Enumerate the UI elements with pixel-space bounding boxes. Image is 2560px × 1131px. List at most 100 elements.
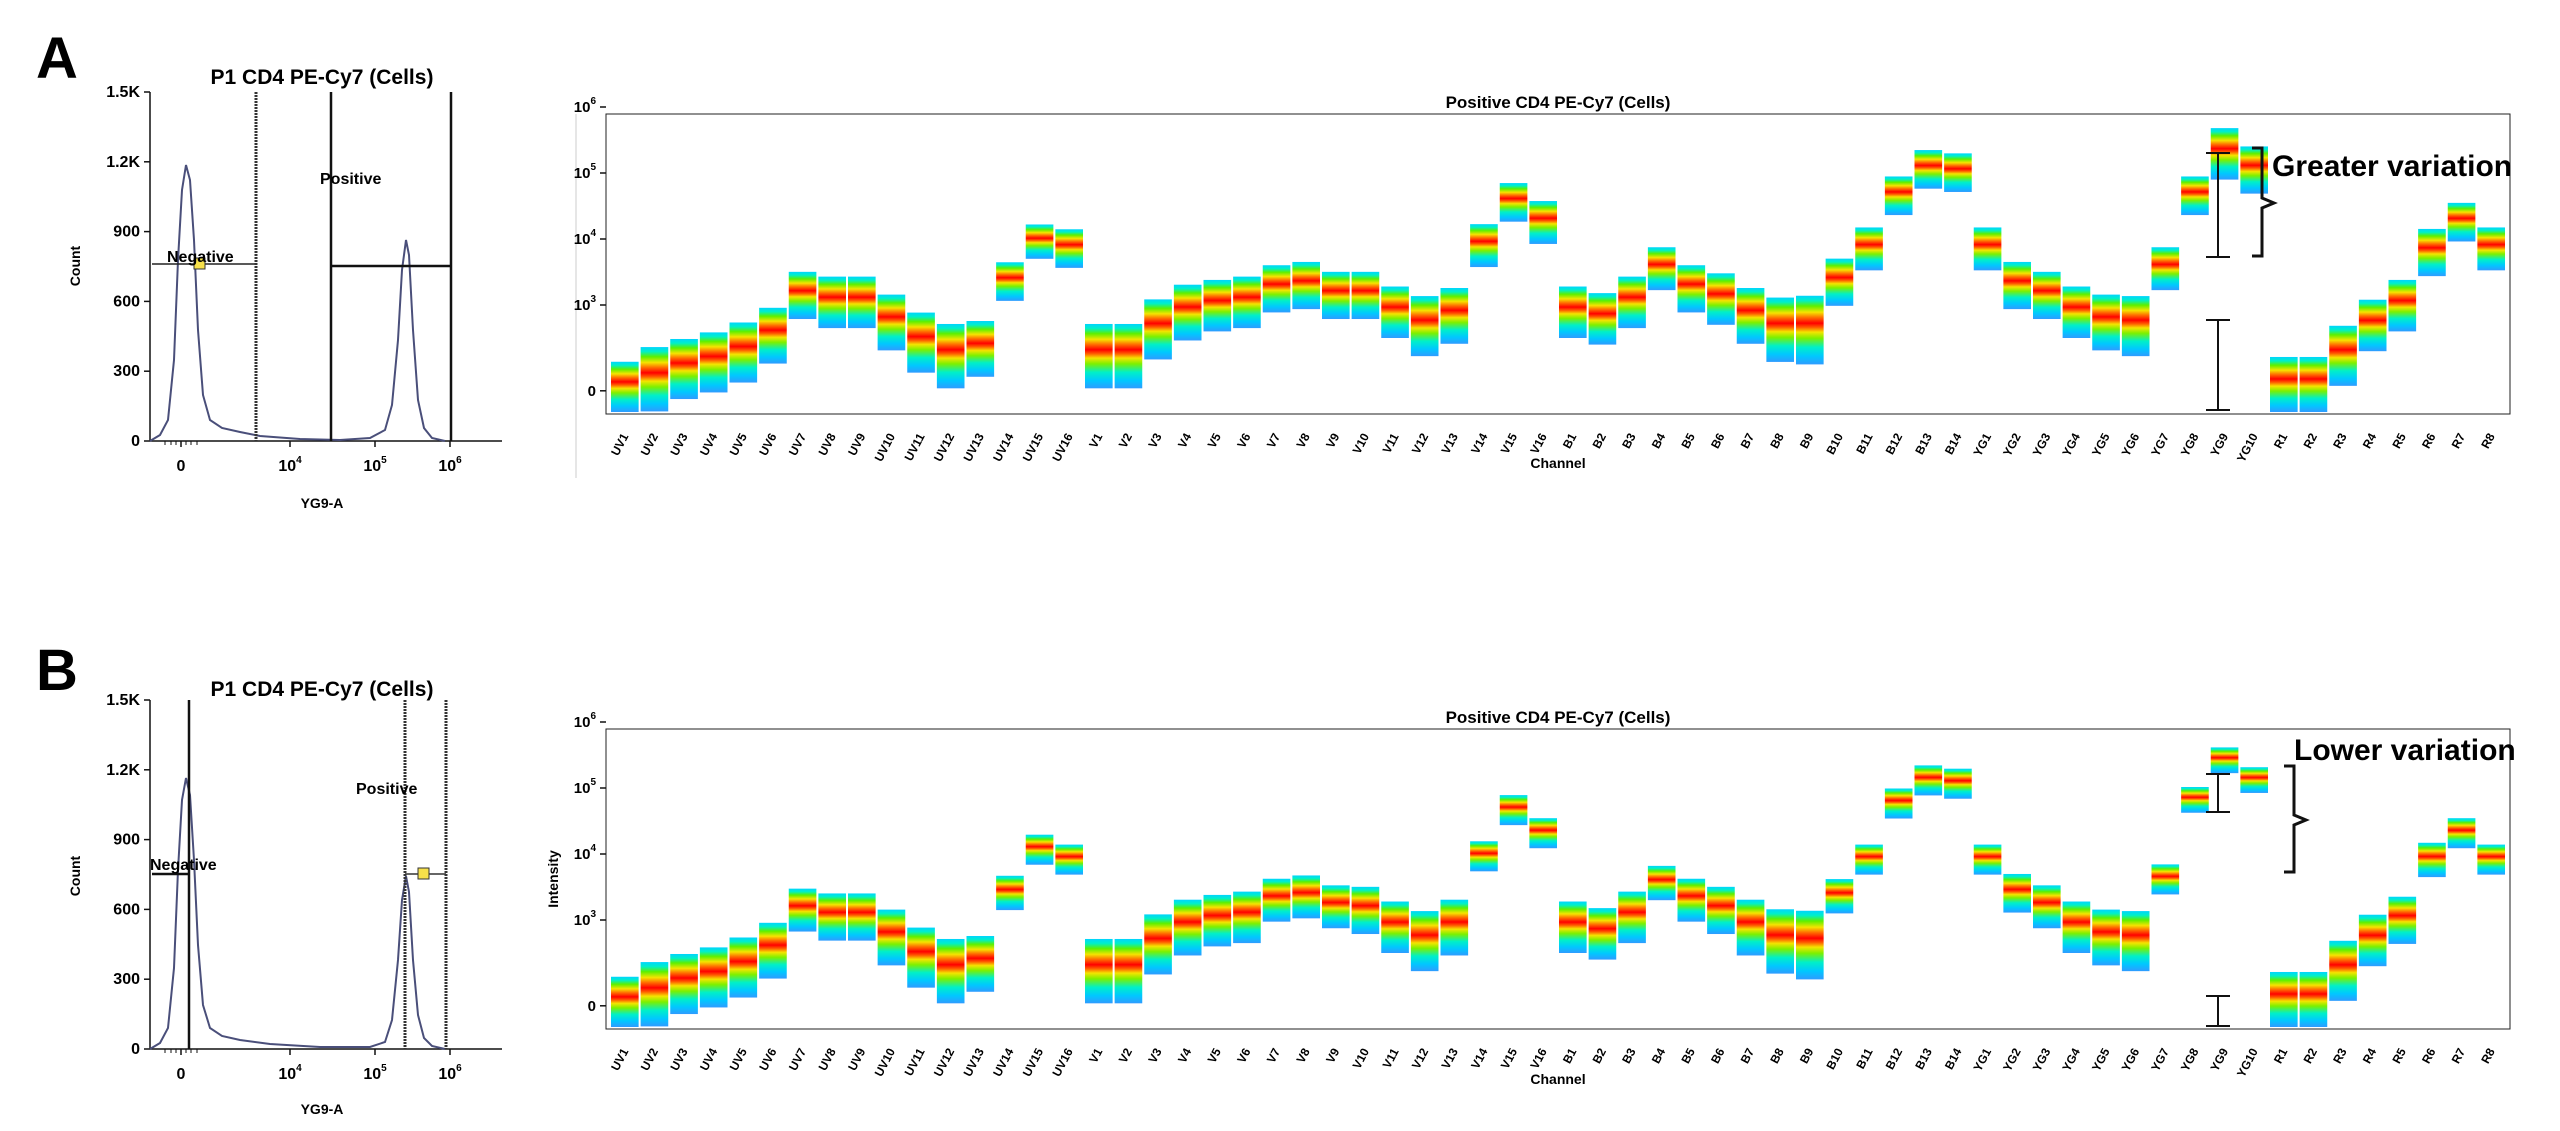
channel-label-uv4: UV4: [697, 431, 720, 458]
band-yg6: [2121, 296, 2150, 357]
band-uv14: [996, 875, 1024, 911]
spectrum-yticks-b: 0 103 104 105 106: [574, 711, 606, 1015]
channel-label-uv11: UV11: [902, 431, 928, 464]
band-b12: [1884, 788, 1913, 819]
channel-label-uv10: UV10: [872, 431, 899, 464]
band-yg4: [2062, 286, 2091, 338]
gate-positive-a[interactable]: Positive: [320, 92, 453, 441]
band-v14: [1470, 224, 1498, 268]
channel-label-uv7: UV7: [786, 1046, 809, 1073]
histogram-ytick-label: 300: [113, 971, 140, 988]
gate-negative-b[interactable]: Negative: [150, 857, 217, 876]
band-uv2: [640, 347, 669, 412]
band-b4: [1647, 865, 1676, 901]
channel-label-b9: B9: [1797, 431, 1817, 451]
spectrum-title-b: Positive CD4 PE-Cy7 (Cells): [1446, 708, 1671, 727]
histogram-title-b: P1 CD4 PE-Cy7 (Cells): [211, 678, 434, 701]
band-yg1: [1973, 844, 2002, 875]
channel-label-v15: V15: [1498, 431, 1521, 457]
band-uv15: [1025, 224, 1054, 259]
channel-label-r6: R6: [2419, 431, 2439, 451]
spectrum-ytick-label: 0: [588, 998, 596, 1015]
channel-label-uv8: UV8: [816, 1046, 839, 1073]
channel-label-uv6: UV6: [756, 1046, 779, 1073]
band-v6: [1233, 891, 1261, 944]
band-uv16: [1055, 229, 1083, 268]
channel-label-v5: V5: [1205, 431, 1224, 451]
channel-label-yg2: YG2: [2000, 1046, 2024, 1074]
band-r8: [2477, 844, 2505, 875]
channel-label-b12: B12: [1883, 431, 1906, 457]
band-yg3: [2033, 885, 2061, 929]
channel-label-uv12: UV12: [931, 1046, 958, 1079]
spectrum-ytick-label: 104: [574, 843, 597, 863]
channel-label-b5: B5: [1678, 1046, 1698, 1066]
channel-label-yg10: YG10: [2234, 1046, 2261, 1080]
band-uv1: [611, 361, 639, 412]
band-uv7: [788, 271, 817, 320]
band-b1: [1559, 901, 1587, 953]
band-yg7: [2151, 864, 2180, 895]
channel-label-r4: R4: [2360, 1046, 2380, 1066]
channel-label-v12: V12: [1409, 1046, 1432, 1072]
variation-annotation-a: Greater variation: [2272, 150, 2512, 183]
band-v8: [1292, 875, 1320, 919]
band-b9: [1796, 910, 1824, 980]
channel-label-yg5: YG5: [2089, 1046, 2113, 1074]
variation-annotation-b: Lower variation: [2294, 734, 2516, 767]
channel-label-uv8: UV8: [816, 431, 839, 458]
channel-label-b1: B1: [1560, 1046, 1580, 1066]
channel-label-b12: B12: [1883, 1046, 1906, 1072]
histogram-ytick-label: 900: [113, 224, 140, 241]
band-yg9: [2210, 747, 2239, 774]
channel-label-b3: B3: [1619, 1046, 1639, 1066]
spectrum-ytick-label: 104: [574, 228, 597, 248]
channel-label-uv15: UV15: [1020, 431, 1047, 464]
band-uv11: [907, 312, 935, 373]
channel-label-uv2: UV2: [638, 1046, 661, 1073]
band-uv3: [670, 338, 698, 400]
channel-label-v7: V7: [1264, 1046, 1283, 1066]
channel-label-r2: R2: [2301, 1046, 2321, 1066]
channel-label-uv9: UV9: [845, 1046, 868, 1073]
channel-label-yg5: YG5: [2089, 431, 2113, 459]
histogram-ytick-label: 1.2K: [106, 762, 140, 779]
gate-positive-label-a: Positive: [320, 171, 381, 188]
channel-label-yg7: YG7: [2148, 431, 2172, 459]
band-r6: [2418, 842, 2446, 878]
channel-label-yg10: YG10: [2234, 431, 2261, 465]
panel-a: A P1 CD4 PE-Cy7 (Cells) 0 300 600 900 1.2K 1.…: [36, 26, 2512, 511]
histogram-ytick-label: 0: [131, 1041, 140, 1058]
channel-label-yg6: YG6: [2119, 431, 2143, 459]
band-v15: [1499, 183, 1528, 222]
band-b7: [1736, 288, 1765, 344]
band-uv12: [936, 323, 965, 389]
histogram-ytick-label: 1.5K: [106, 692, 140, 709]
error-bar-b: [2206, 773, 2230, 1027]
histogram-ytick-label: 900: [113, 832, 140, 849]
channel-label-uv11: UV11: [902, 1046, 928, 1079]
variation-brace-b: [2284, 764, 2310, 874]
band-v15: [1499, 795, 1528, 826]
band-r5: [2388, 896, 2417, 944]
band-v5: [1203, 894, 1232, 947]
band-uv12: [936, 938, 965, 1004]
band-b4: [1647, 247, 1676, 291]
channel-label-v8: V8: [1294, 431, 1313, 451]
channel-label-uv10: UV10: [872, 1046, 899, 1079]
band-uv13: [966, 321, 995, 377]
band-v13: [1440, 899, 1469, 956]
histogram-ytick-label: 0: [131, 433, 140, 450]
band-yg10: [2240, 146, 2268, 194]
band-uv10: [877, 294, 906, 351]
histogram-ytick-label: 300: [113, 363, 140, 380]
histogram-trace-a: [149, 164, 446, 442]
band-v8: [1292, 261, 1320, 310]
band-r5: [2388, 279, 2417, 332]
band-uv6: [759, 922, 787, 979]
histogram-b: P1 CD4 PE-Cy7 (Cells) 0 300 600 900 1.2K 1.5K…: [67, 678, 502, 1117]
band-b3: [1618, 276, 1646, 329]
gate-negative-a[interactable]: Negative: [152, 249, 256, 270]
gate-positive-b[interactable]: Positive: [356, 700, 448, 1049]
